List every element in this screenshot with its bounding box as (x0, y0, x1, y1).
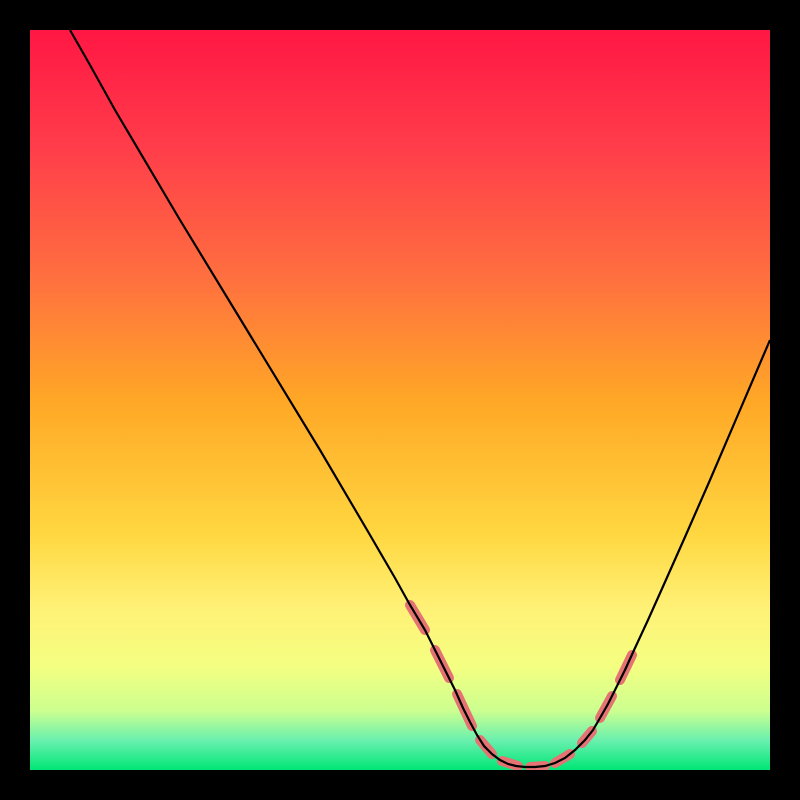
watermark-text: TheBottleneck.com (585, 6, 788, 32)
chart-svg (30, 30, 770, 770)
bottleneck-curve (70, 30, 770, 767)
bottleneck-chart (30, 30, 770, 770)
accent-dashes-group (410, 605, 632, 767)
